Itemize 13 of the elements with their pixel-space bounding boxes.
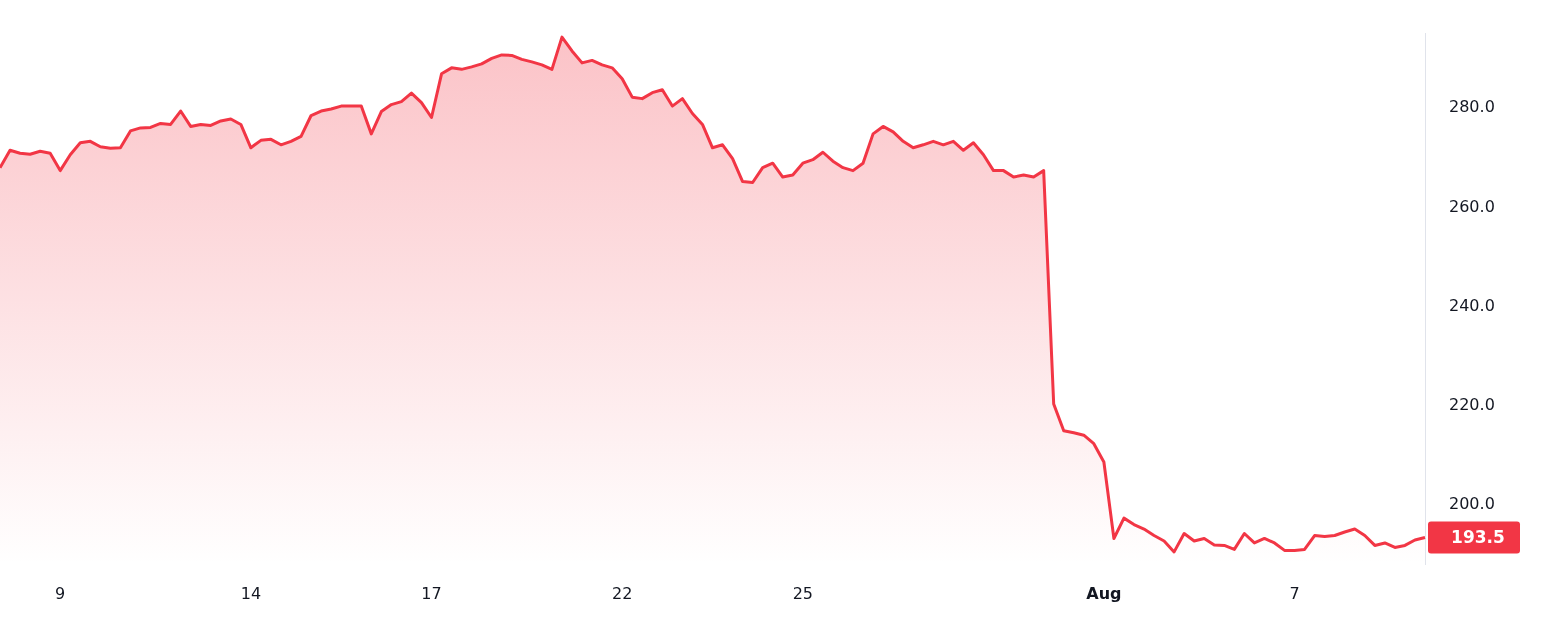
y-tick-label: 280.0 [1449, 97, 1495, 117]
x-tick-label: 9 [55, 583, 66, 603]
text: 193.5 [1451, 526, 1505, 547]
x-tick-label: 17 [421, 583, 442, 603]
x-tick-label: 25 [792, 583, 813, 603]
y-tick-label: 200.0 [1449, 494, 1495, 514]
x-tick-label: 7 [1289, 583, 1300, 603]
x-tick-label: Aug [1086, 583, 1122, 603]
y-tick-label: 260.0 [1449, 196, 1495, 216]
x-tick-label: 14 [240, 583, 262, 603]
y-tick-label: 220.0 [1449, 395, 1495, 415]
y-tick-label: 240.0 [1449, 295, 1495, 315]
x-tick-label: 22 [612, 583, 633, 603]
